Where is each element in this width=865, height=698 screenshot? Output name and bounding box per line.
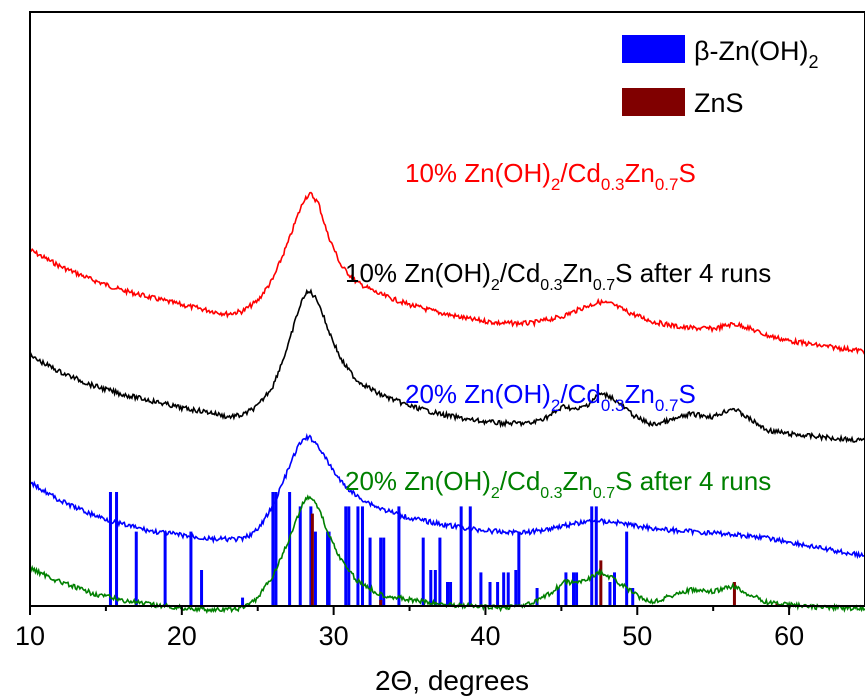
series-label-blue: 20% Zn(OH)2/Cd0.3Zn0.7S <box>405 379 696 415</box>
x-tick-label: 50 <box>622 621 652 651</box>
series-line-black <box>29 288 865 444</box>
legend-label-zn-oh2: β-Zn(OH)2 <box>694 36 819 72</box>
zn-oh2-reference-bar <box>449 582 453 606</box>
zn-oh2-reference-bar <box>608 582 612 606</box>
legend: β-Zn(OH)2 ZnS <box>622 35 819 118</box>
zn-oh2-reference-bar <box>506 572 510 606</box>
x-tick-label: 30 <box>319 621 349 651</box>
series-label-green: 20% Zn(OH)2/Cd0.3Zn0.7S after 4 runs <box>345 466 771 502</box>
zns-reference-bar <box>775 603 779 606</box>
zn-oh2-reference-bar <box>327 531 331 606</box>
x-axis-title: 2Θ, degrees <box>375 665 529 696</box>
zn-oh2-reference-bar <box>200 570 204 606</box>
zn-oh2-reference-bar <box>241 597 245 606</box>
legend-swatch-zns <box>622 88 685 116</box>
zn-oh2-reference-bar <box>298 506 302 606</box>
zn-oh2-reference-bar <box>344 506 348 606</box>
zn-oh2-reference-bar <box>274 492 278 606</box>
zn-oh2-reference-bar <box>572 572 576 606</box>
series-line-red <box>29 191 865 355</box>
series-label-red: 10% Zn(OH)2/Cd0.3Zn0.7S <box>405 158 696 194</box>
zn-oh2-reference-bar <box>535 588 539 606</box>
zns-reference-bar <box>599 560 603 606</box>
zn-oh2-reference-bar <box>594 506 598 606</box>
zn-oh2-reference-bar <box>625 531 629 606</box>
zn-oh2-reference-bar <box>459 506 463 606</box>
zn-oh2-reference-bar <box>502 572 506 606</box>
reference-bars <box>108 492 779 606</box>
x-tick-label: 60 <box>774 621 804 651</box>
x-axis: 10 20 30 40 50 60 <box>15 606 804 651</box>
zn-oh2-reference-bar <box>309 506 313 606</box>
zn-oh2-reference-bar <box>488 582 492 606</box>
x-tick-label: 40 <box>470 621 500 651</box>
zns-reference-bar <box>310 513 314 606</box>
x-tick-label: 20 <box>167 621 197 651</box>
zn-oh2-reference-bar <box>382 537 386 606</box>
zn-oh2-reference-bar <box>421 537 425 606</box>
legend-swatch-zn-oh2 <box>622 35 685 63</box>
zn-oh2-reference-bar <box>556 588 560 606</box>
zn-oh2-reference-bar <box>271 492 275 606</box>
zn-oh2-reference-bar <box>613 572 616 606</box>
series-label-black: 10% Zn(OH)2/Cd0.3Zn0.7S after 4 runs <box>345 258 771 294</box>
zn-oh2-reference-bar <box>631 588 635 606</box>
zn-oh2-reference-bar <box>433 570 437 606</box>
zn-oh2-reference-bar <box>514 570 518 606</box>
zn-oh2-reference-bar <box>496 582 500 606</box>
zn-oh2-reference-bar <box>446 582 449 606</box>
zn-oh2-reference-bar <box>347 506 351 606</box>
zn-oh2-reference-bar <box>288 492 292 606</box>
zn-oh2-reference-bar <box>163 531 167 606</box>
legend-label-zns: ZnS <box>694 88 744 118</box>
series-labels: 10% Zn(OH)2/Cd0.3Zn0.7S 10% Zn(OH)2/Cd0.… <box>345 158 771 502</box>
zn-oh2-reference-bar <box>313 531 317 606</box>
plot-frame <box>29 11 865 607</box>
zn-oh2-reference-bar <box>438 537 442 606</box>
zn-oh2-reference-bar <box>590 506 594 606</box>
zn-oh2-reference-bar <box>479 572 483 606</box>
zns-reference-bar <box>379 600 383 606</box>
zn-oh2-reference-bar <box>429 570 433 606</box>
zn-oh2-reference-bar <box>379 537 383 606</box>
zn-oh2-reference-bar <box>134 531 138 606</box>
zn-oh2-reference-bar <box>368 537 372 606</box>
zn-oh2-reference-bar <box>115 492 119 606</box>
zn-oh2-reference-bar <box>468 506 472 606</box>
zn-oh2-reference-bar <box>189 531 193 606</box>
zn-oh2-reference-bar <box>575 572 579 606</box>
zn-oh2-reference-bar <box>517 531 521 606</box>
series-line-blue <box>29 432 865 560</box>
zns-reference-bar <box>732 582 736 606</box>
zn-oh2-reference-bar <box>356 506 360 606</box>
zn-oh2-reference-bar <box>326 531 330 606</box>
zn-oh2-reference-bar <box>108 492 112 606</box>
zn-oh2-reference-bar <box>397 506 401 606</box>
x-tick-label: 10 <box>15 621 45 651</box>
zn-oh2-reference-bar <box>360 506 364 606</box>
zn-oh2-reference-bar <box>564 572 568 606</box>
